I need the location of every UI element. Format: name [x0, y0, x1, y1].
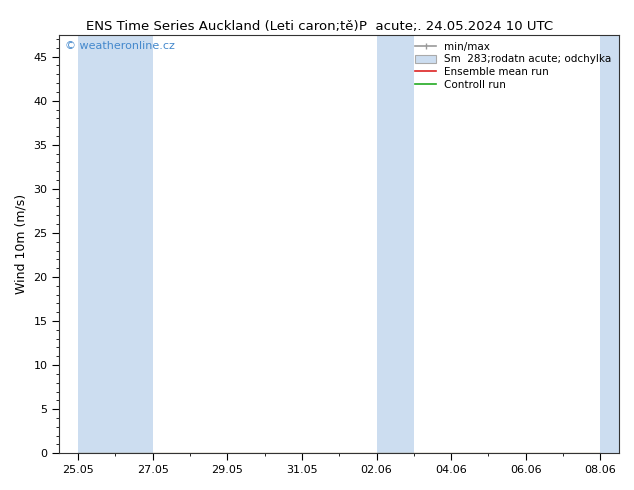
Text: ENS Time Series Auckland (Leti caron;tě): ENS Time Series Auckland (Leti caron;tě)	[86, 20, 358, 33]
Bar	[600, 35, 634, 453]
Text: © weatheronline.cz: © weatheronline.cz	[65, 41, 175, 51]
Bar	[78, 35, 153, 453]
Bar	[377, 35, 414, 453]
Legend: min/max, Sm  283;rodatn acute; odchylka, Ensemble mean run, Controll run: min/max, Sm 283;rodatn acute; odchylka, …	[413, 40, 614, 92]
Y-axis label: Wind 10m (m/s): Wind 10m (m/s)	[15, 194, 28, 294]
Text: P  acute;. 24.05.2024 10 UTC: P acute;. 24.05.2024 10 UTC	[359, 20, 553, 33]
